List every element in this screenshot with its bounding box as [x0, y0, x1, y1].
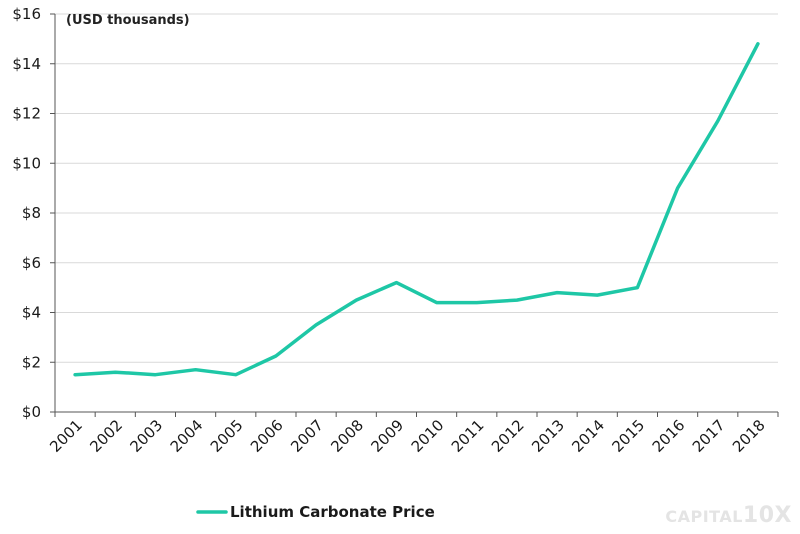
x-tick-labels: 2001 2002 2003 2004 2005 2006 2007 2008 2009 2010…: [46, 416, 769, 456]
y-tick-label: $16: [12, 5, 41, 23]
y-tick-label: $14: [12, 55, 41, 73]
y-tick-label: $2: [22, 353, 41, 371]
x-tick-label: 2002: [86, 416, 126, 456]
x-tick-label: 2013: [528, 416, 568, 456]
x-tick-label: 2015: [609, 416, 649, 456]
watermark-text-small: CAPITAL: [665, 507, 743, 526]
y-tick-label: $4: [22, 304, 41, 322]
x-tick-label: 2008: [327, 416, 367, 456]
x-tick-label: 2006: [247, 416, 287, 456]
x-tick-label: 2012: [488, 416, 528, 456]
gridlines: [55, 13, 778, 363]
x-tick-label: 2001: [46, 416, 86, 456]
y-tick-label: $8: [22, 204, 41, 222]
x-tick-label: 2016: [649, 416, 689, 456]
x-tick-label: 2010: [408, 416, 448, 456]
series-line-lithium-carbonate-price: [73, 42, 760, 377]
x-tick-label: 2007: [287, 416, 327, 456]
x-tick-label: 2004: [167, 416, 207, 456]
legend-label: Lithium Carbonate Price: [230, 503, 435, 521]
x-tick-label: 2003: [127, 416, 167, 456]
x-tick-label: 2005: [207, 416, 247, 456]
watermark-logo: CAPITAL10X: [665, 503, 792, 528]
legend: Lithium Carbonate Price: [196, 503, 435, 521]
y-tick-label: $10: [12, 154, 41, 172]
x-tick-label: 2018: [729, 416, 769, 456]
axes: [50, 13, 779, 417]
x-tick-label: 2014: [568, 416, 608, 456]
y-tick-labels: $0 $2 $4 $6 $8 $10 $12 $14 $16: [12, 5, 41, 421]
y-tick-label: $6: [22, 254, 41, 272]
series: [73, 42, 760, 377]
watermark-text-big: 10X: [742, 503, 792, 528]
y-tick-label: $12: [12, 105, 41, 123]
x-tick-label: 2017: [689, 416, 729, 456]
y-tick-label: $0: [22, 403, 41, 421]
x-tick-label: 2011: [448, 416, 488, 456]
x-tick-label: 2009: [368, 416, 408, 456]
y-unit-label: (USD thousands): [66, 13, 190, 28]
